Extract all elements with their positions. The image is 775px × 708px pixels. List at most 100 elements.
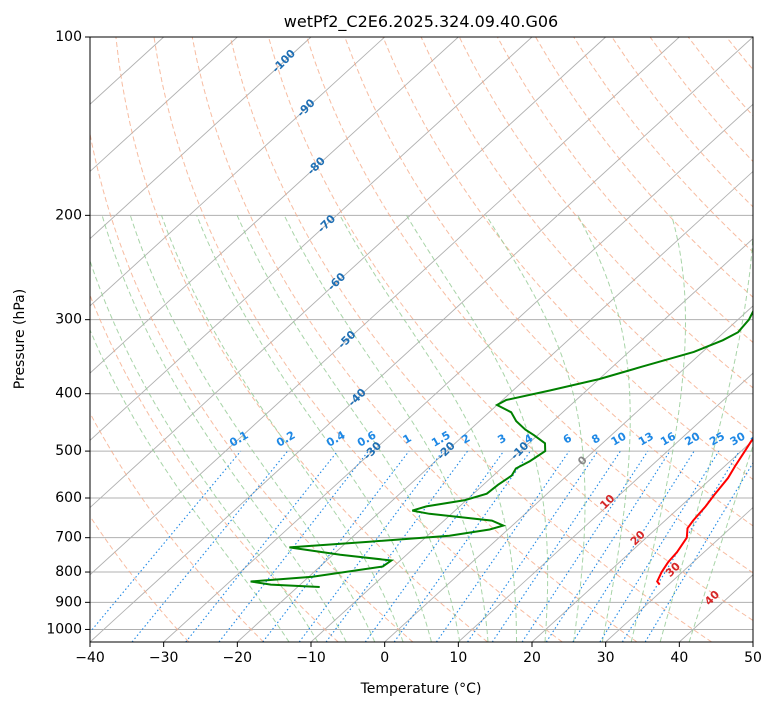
mixing-ratio-line	[467, 450, 599, 642]
plot-frame	[89, 36, 754, 643]
dry-adiabat-line	[687, 37, 753, 117]
mixing-ratio-label: 36	[748, 429, 768, 448]
isotherm-line	[90, 37, 680, 576]
isotherm-line	[605, 506, 753, 642]
dry-adiabat-line	[611, 37, 753, 208]
dry-adiabat-line	[535, 37, 753, 298]
isotherm-line	[90, 37, 385, 307]
moist-adiabat-line	[630, 215, 686, 642]
moist-adiabat-line	[659, 224, 753, 642]
mixing-ratio-label: 2	[459, 432, 472, 447]
mixing-ratio-line	[621, 450, 740, 642]
isotherm-line	[90, 37, 753, 642]
moist-adiabat-line	[485, 215, 586, 642]
mixing-ratio-label: 13	[636, 430, 656, 449]
moist-adiabat-line	[339, 215, 517, 642]
y-axis-label: Pressure (hPa)	[12, 289, 28, 389]
dry-adiabat-line	[496, 37, 753, 344]
dry-adiabat-line	[420, 37, 753, 435]
x-tick-label: −10	[296, 650, 326, 666]
dry-adiabat-line	[573, 37, 753, 253]
moist-adiabat-line	[406, 215, 549, 642]
isotherm-line	[752, 641, 753, 642]
isotherm-line	[90, 37, 459, 374]
y-tick-label: 1000	[46, 621, 82, 637]
moist-adiabat-line	[577, 215, 631, 642]
x-tick-label: 0	[380, 650, 389, 666]
dry-adiabat-line	[765, 37, 775, 642]
moist-adiabat-line	[196, 215, 432, 642]
chart-title: wetPf2_C2E6.2025.324.09.40.G06	[284, 12, 558, 32]
dry-adiabat-label: 20	[628, 528, 648, 548]
y-tick-label: 900	[55, 594, 82, 610]
isotherm-line	[384, 305, 753, 642]
moist-adiabat-line	[161, 215, 404, 642]
isotherm-line	[237, 170, 753, 642]
y-tick-label: 200	[55, 207, 82, 223]
mixing-ratio-line	[90, 450, 242, 634]
mixing-ratio-label: 16	[658, 429, 678, 448]
mixing-ratio-line	[572, 450, 695, 642]
isotherm-line	[90, 37, 238, 173]
mixing-ratio-label: 0.4	[324, 428, 348, 449]
dry-adiabat-line	[726, 37, 753, 71]
x-tick-label: −30	[149, 650, 179, 666]
y-tick-label: 800	[55, 564, 82, 580]
dry-adiabat-line	[115, 37, 488, 642]
moist-adiabat-line	[688, 444, 753, 642]
moist-adiabat-line	[90, 259, 319, 642]
mixing-ratio-line	[491, 450, 621, 642]
mixing-ratio-label: 6	[561, 431, 574, 446]
mixing-ratio-line	[393, 450, 531, 642]
moist-adiabat-line	[90, 328, 290, 642]
y-tick-label: 700	[55, 530, 82, 546]
moist-adiabat-line	[236, 215, 461, 642]
mixing-ratio-label: 30	[728, 429, 748, 448]
x-axis-label: Temperature (°C)	[360, 681, 482, 697]
mixing-ratio-line	[364, 450, 505, 642]
y-tick-label: 300	[55, 312, 82, 328]
mixing-ratio-line	[435, 450, 570, 642]
mixing-ratio-label: 1	[401, 432, 414, 447]
mixing-ratio-line	[545, 450, 671, 642]
isotherm-line	[90, 37, 533, 441]
x-tick-label: −20	[223, 650, 253, 666]
dry-adiabat-line	[90, 412, 264, 642]
dry-adiabat-label: 30	[663, 559, 683, 579]
mixing-ratio-line	[599, 450, 720, 642]
x-tick-label: 10	[449, 650, 467, 666]
dry-adiabat-line	[90, 131, 414, 642]
isotherm-line	[163, 103, 753, 642]
mixing-ratio-label: 3	[495, 432, 508, 447]
x-tick-label: 30	[597, 650, 615, 666]
isotherm-line	[458, 372, 753, 642]
dewpoint-line	[250, 309, 753, 588]
isotherm-line	[90, 37, 312, 240]
x-tick-label: 40	[670, 650, 688, 666]
mixing-ratio-line	[298, 450, 444, 642]
isotherm-label: -100	[269, 47, 298, 76]
mixing-ratio-line	[185, 450, 339, 642]
mixing-ratio-line	[262, 450, 410, 642]
y-tick-label: 500	[55, 443, 82, 459]
moist-adiabat-line	[129, 215, 376, 642]
mixing-ratio-label: 8	[589, 432, 602, 447]
dry-adiabat-line	[382, 37, 753, 481]
dry-adiabat-line	[649, 37, 753, 163]
moist-adiabat-line	[283, 215, 489, 642]
dry-adiabat-line	[268, 37, 753, 622]
mixing-ratio-label: 10	[609, 429, 629, 448]
y-tick-label: 100	[55, 29, 82, 45]
dry-adiabat-line	[229, 37, 712, 642]
dry-adiabat-line	[153, 37, 563, 642]
isotherm-line	[90, 37, 606, 509]
dry-adiabat-line	[306, 37, 753, 574]
y-tick-label: 600	[55, 490, 82, 506]
x-tick-label: 50	[744, 650, 762, 666]
mixing-ratio-label: 20	[683, 429, 703, 448]
mixing-ratio-label: 25	[707, 430, 727, 449]
moist-adiabat-line	[101, 215, 347, 642]
y-tick-label: 400	[55, 386, 82, 402]
temperature-line	[656, 436, 753, 586]
